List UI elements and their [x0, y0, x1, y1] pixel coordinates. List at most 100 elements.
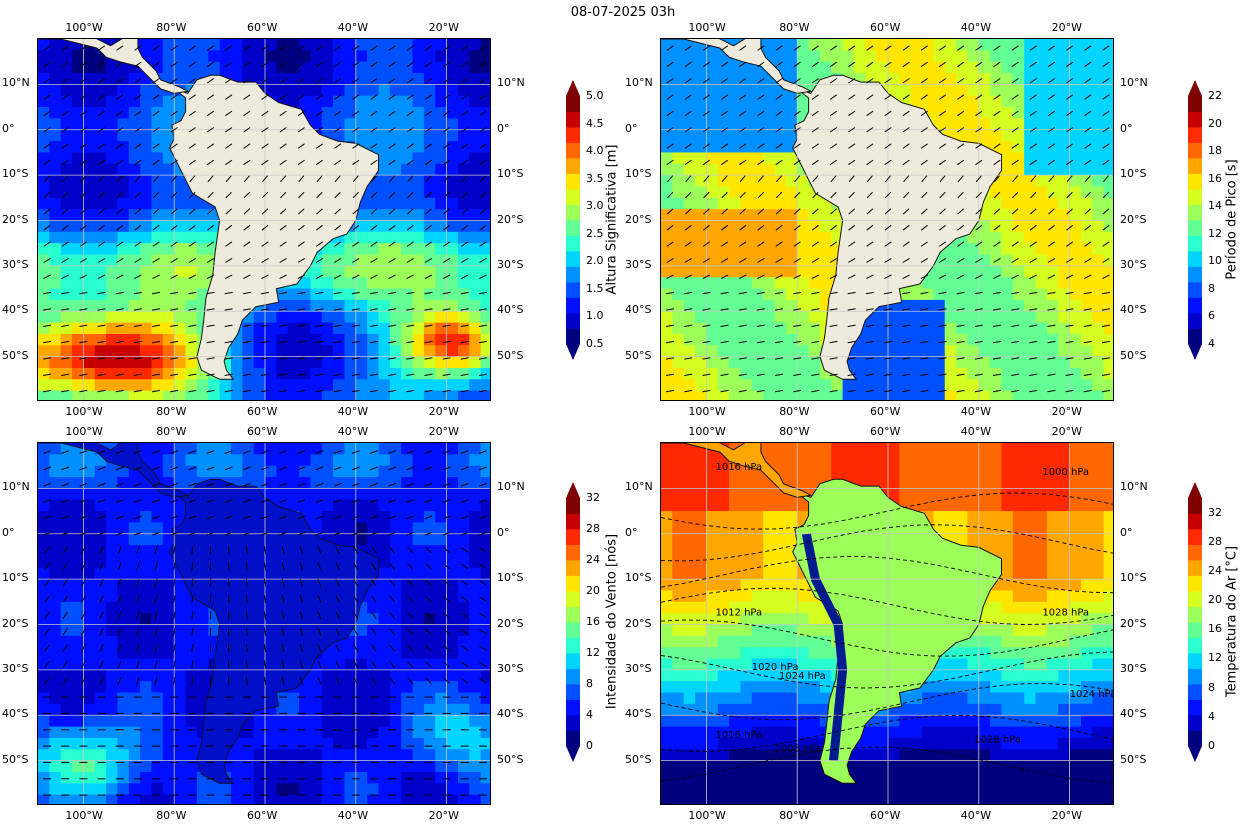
- arrow: [297, 224, 305, 231]
- arrow: [98, 208, 105, 215]
- field-cell: [956, 379, 969, 392]
- field-cell: [457, 50, 470, 63]
- field-cell: [469, 152, 482, 165]
- arrow: [684, 143, 692, 149]
- field-cell: [1080, 288, 1093, 301]
- arrow: [261, 291, 269, 295]
- arrow: [703, 208, 710, 215]
- field-cell: [808, 197, 821, 210]
- field-cell: [378, 288, 391, 301]
- field-cell: [83, 73, 96, 85]
- field-cell: [367, 390, 380, 400]
- field-cell: [162, 186, 175, 199]
- arrow: [152, 143, 160, 149]
- arrow: [243, 127, 251, 133]
- field-cell: [389, 141, 402, 154]
- arrow: [152, 389, 161, 393]
- arrow: [829, 94, 838, 100]
- field-cell: [672, 277, 685, 290]
- field-cell: [151, 499, 164, 512]
- field-cell: [695, 141, 707, 154]
- field-cell: [72, 771, 84, 784]
- field-cell: [106, 311, 119, 324]
- field-cell: [1046, 61, 1059, 74]
- field-cell: [695, 345, 707, 358]
- field-cell: [990, 367, 1003, 380]
- field-cell: [661, 243, 673, 256]
- field-cell: [208, 50, 221, 63]
- field-cell: [412, 152, 425, 165]
- arrow: [297, 373, 306, 376]
- arrow: [992, 357, 1001, 360]
- arrow: [847, 389, 856, 393]
- field-cell: [706, 333, 719, 346]
- arrow: [242, 308, 251, 311]
- field-cell: [128, 163, 141, 176]
- arrow: [757, 274, 765, 280]
- field-cell: [842, 379, 855, 392]
- arrow: [297, 291, 306, 295]
- arrow: [406, 61, 414, 68]
- field-cell: [1012, 277, 1025, 290]
- field-cell: [389, 333, 402, 346]
- arrow: [956, 274, 965, 280]
- field-cell: [683, 175, 696, 188]
- field-cell: [967, 356, 980, 369]
- arrow: [188, 45, 196, 51]
- field-cell: [310, 265, 323, 278]
- arrow: [188, 61, 196, 68]
- field-cell: [162, 556, 175, 569]
- arrow: [261, 340, 269, 344]
- field-cell: [944, 333, 957, 346]
- field-cell: [729, 345, 742, 358]
- field-cell: [265, 39, 277, 51]
- field-cell: [94, 590, 107, 603]
- field-cell: [49, 186, 62, 199]
- field-cell: [1103, 243, 1113, 256]
- arrow: [334, 208, 341, 215]
- field-cell: [128, 186, 141, 199]
- arrow: [974, 389, 983, 393]
- field-cell: [446, 749, 459, 762]
- field-cell: [401, 771, 414, 784]
- field-cell: [729, 186, 742, 199]
- field-cell: [990, 379, 1003, 392]
- arrow: [206, 45, 215, 51]
- field-cell: [185, 345, 198, 358]
- field-cell: [457, 163, 470, 176]
- arrow: [79, 78, 87, 84]
- field-cell: [174, 783, 187, 796]
- field-cell: [1069, 175, 1082, 188]
- field-cell: [819, 277, 832, 290]
- field-cell: [1024, 243, 1037, 256]
- field-cell: [423, 95, 436, 108]
- arrow: [884, 373, 892, 376]
- field-cell: [94, 231, 107, 244]
- field-cell: [174, 726, 187, 739]
- field-cell: [72, 333, 84, 346]
- field-cell: [446, 345, 459, 358]
- field-cell: [876, 333, 889, 346]
- field-cell: [1092, 299, 1105, 312]
- field-cell: [174, 715, 187, 728]
- field-cell: [706, 118, 719, 131]
- field-cell: [355, 129, 368, 142]
- arrow: [920, 224, 928, 231]
- field-cell: [83, 658, 96, 671]
- field-cell: [446, 209, 459, 222]
- field-cell: [978, 367, 991, 380]
- field-cell: [401, 141, 414, 154]
- field-cell: [333, 265, 346, 278]
- field-cell: [740, 107, 753, 119]
- arrow: [206, 291, 215, 295]
- field-cell: [299, 488, 311, 501]
- field-cell: [1024, 288, 1037, 301]
- lat-tick-right: 10°S: [497, 167, 524, 181]
- field-cell: [1103, 141, 1113, 154]
- field-cell: [480, 322, 490, 335]
- field-cell: [683, 231, 696, 244]
- field-cell: [1080, 311, 1093, 324]
- field-cell: [446, 477, 459, 489]
- arrow: [388, 357, 397, 360]
- field-cell: [899, 95, 912, 108]
